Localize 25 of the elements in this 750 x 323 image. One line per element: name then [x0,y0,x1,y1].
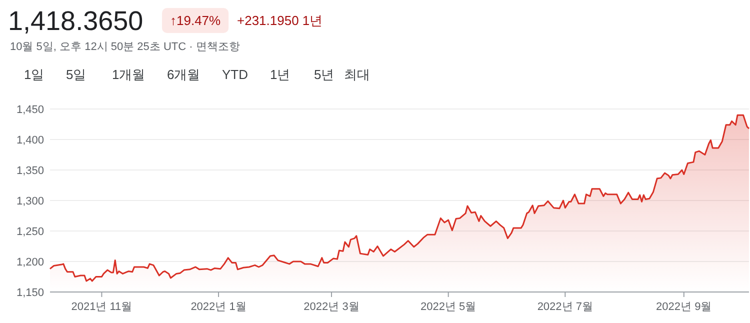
x-tick-label: 2022년 9월 [656,301,712,313]
subtitle: 10월 5일, 오후 12시 50분 25초 UTC · 면책조항 [10,41,240,53]
x-tick-label: 2022년 7월 [537,301,593,313]
y-tick-label: 1,400 [16,134,44,146]
x-tick-label: 2022년 5월 [420,301,476,313]
y-tick-label: 1,250 [16,226,44,238]
text: 6개월 [167,67,200,82]
text: +231.1950 1년 [237,13,323,28]
y-tick-label: 1,300 [16,196,44,208]
text: 1일 [24,67,44,82]
text: 1년 [270,67,290,82]
y-tick-label: 1,450 [16,104,44,116]
text: ↑19.47% [170,13,222,28]
text: YTD [222,67,248,82]
y-tick-label: 1,150 [16,287,44,299]
text: 5년 [314,67,334,82]
x-tick-label: 2022년 1월 [190,301,246,313]
x-tick-label: 2021년 11월 [71,301,132,313]
text: 최대 [344,67,370,82]
y-tick-label: 1,350 [16,165,44,177]
text: 1개월 [112,67,146,82]
y-tick-label: 1,200 [16,256,44,268]
x-tick-label: 2022년 3월 [304,301,360,313]
text: 5일 [66,67,86,82]
title: 1,418.3650 [8,6,144,36]
